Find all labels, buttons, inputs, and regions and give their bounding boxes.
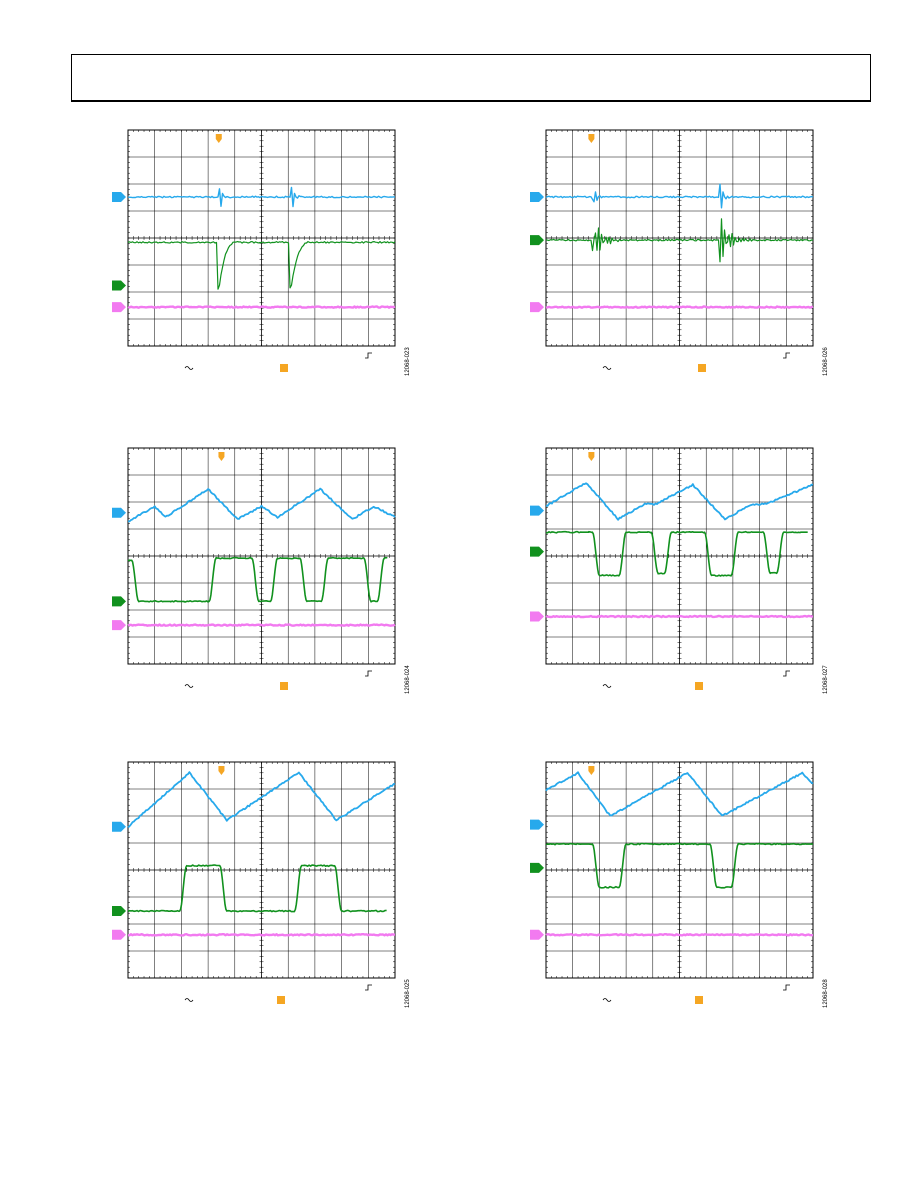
figure-id-label: 12068-024 bbox=[405, 665, 411, 694]
scope-grid bbox=[128, 130, 395, 346]
ch3-marker bbox=[530, 930, 544, 940]
ch3-trace bbox=[128, 307, 395, 308]
bw-limit-icon bbox=[185, 685, 193, 688]
trigger-edge-icon bbox=[365, 353, 372, 358]
ch2-marker bbox=[112, 281, 126, 291]
ch1-marker bbox=[530, 820, 544, 830]
ch3-trace bbox=[546, 307, 813, 308]
trigger-source-icon bbox=[280, 364, 288, 372]
trigger-source-icon bbox=[698, 364, 706, 372]
oscilloscope-display bbox=[110, 130, 420, 400]
bw-limit-icon bbox=[185, 367, 193, 370]
ch3-marker bbox=[112, 930, 126, 940]
trigger-source-icon bbox=[695, 996, 703, 1004]
trigger-edge-icon bbox=[365, 671, 372, 676]
oscilloscope-display bbox=[110, 762, 420, 1032]
scope-grid bbox=[128, 448, 395, 664]
ch3-trace bbox=[128, 934, 395, 935]
ch2-marker bbox=[530, 863, 544, 873]
oscilloscope-display bbox=[528, 130, 838, 400]
ch2-marker bbox=[530, 547, 544, 557]
trigger-edge-icon bbox=[365, 985, 372, 990]
ch1-marker bbox=[530, 506, 544, 516]
ch2-marker bbox=[112, 596, 126, 606]
figure-id-label: 12068-028 bbox=[823, 979, 829, 1008]
figure-id-label: 12068-025 bbox=[405, 979, 411, 1008]
bw-limit-icon bbox=[603, 999, 611, 1002]
oscilloscope-display bbox=[110, 448, 420, 718]
ch3-trace bbox=[546, 616, 813, 617]
ch2-marker bbox=[530, 235, 544, 245]
ch3-marker bbox=[530, 611, 544, 621]
scope-screenshot: 12068-026 bbox=[528, 130, 838, 400]
scope-grid bbox=[128, 762, 395, 978]
trigger-edge-icon bbox=[783, 671, 790, 676]
ch1-marker bbox=[112, 192, 126, 202]
scope-screenshot: 12068-025 bbox=[110, 762, 420, 1032]
oscilloscope-display bbox=[528, 448, 838, 718]
ch2-marker bbox=[112, 906, 126, 916]
scope-screenshot: 12068-028 bbox=[528, 762, 838, 1032]
ch1-marker bbox=[112, 822, 126, 832]
trigger-source-icon bbox=[277, 996, 285, 1004]
ch1-marker bbox=[530, 192, 544, 202]
figure-id-label: 12068-026 bbox=[823, 347, 829, 376]
bw-limit-icon bbox=[603, 685, 611, 688]
trigger-edge-icon bbox=[783, 353, 790, 358]
oscilloscope-display bbox=[528, 762, 838, 1032]
trigger-edge-icon bbox=[783, 985, 790, 990]
scope-screenshot: 12068-024 bbox=[110, 448, 420, 718]
bw-limit-icon bbox=[185, 999, 193, 1002]
ch3-marker bbox=[112, 302, 126, 312]
ch1-marker bbox=[112, 508, 126, 518]
scope-grid bbox=[546, 762, 813, 978]
scope-grid bbox=[546, 448, 813, 664]
figure-id-label: 12068-023 bbox=[405, 347, 411, 376]
trigger-source-icon bbox=[695, 682, 703, 690]
page-header-box bbox=[71, 54, 871, 102]
scope-screenshot: 12068-023 bbox=[110, 130, 420, 400]
trigger-source-icon bbox=[280, 682, 288, 690]
ch3-trace bbox=[546, 934, 813, 935]
figure-id-label: 12068-027 bbox=[823, 665, 829, 694]
scope-screenshot: 12068-027 bbox=[528, 448, 838, 718]
ch3-marker bbox=[530, 302, 544, 312]
ch3-trace bbox=[128, 625, 395, 626]
scope-grid bbox=[546, 130, 813, 346]
bw-limit-icon bbox=[603, 367, 611, 370]
ch3-marker bbox=[112, 620, 126, 630]
